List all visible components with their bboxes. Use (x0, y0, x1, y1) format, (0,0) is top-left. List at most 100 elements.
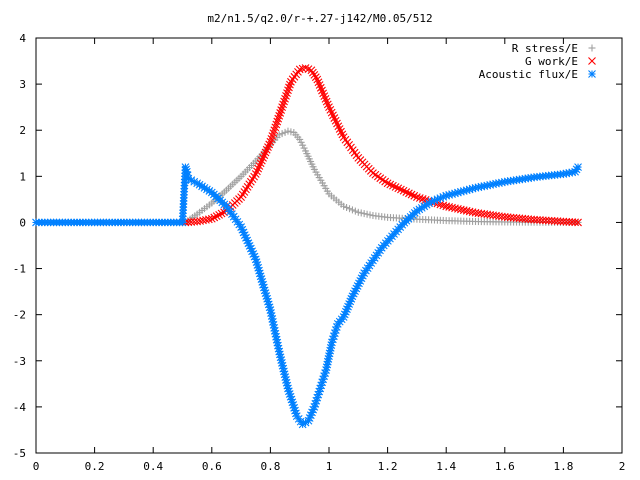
x-tick-label: 0 (33, 460, 40, 473)
chart-title: m2/n1.5/q2.0/r-+.27-j142/M0.05/512 (207, 12, 432, 25)
series-sample-marker (273, 117, 282, 126)
series-sample-marker (204, 215, 213, 224)
y-tick-label: 3 (19, 78, 26, 91)
y-tick-label: 1 (19, 170, 26, 183)
series-sample-marker (439, 201, 448, 210)
series-sample-marker (268, 132, 277, 140)
series-sample-marker (562, 217, 571, 226)
y-tick-label: -2 (13, 309, 26, 322)
x-tick-label: 1.4 (436, 460, 456, 473)
series-sample-marker (454, 204, 462, 213)
series-sample-marker (280, 97, 288, 106)
data-point (275, 131, 283, 139)
series-sample-marker (270, 126, 279, 135)
series-star (32, 163, 582, 429)
series-sample-marker (282, 92, 290, 100)
legend-marker (588, 70, 596, 78)
series-sample-marker (366, 211, 374, 219)
data-point (266, 137, 275, 146)
series-sample-marker (451, 204, 459, 213)
series-sample-marker (418, 195, 427, 203)
series-sample-marker (547, 216, 556, 225)
data-point (413, 193, 421, 201)
series-sample-marker (267, 134, 276, 143)
series-sample-marker (459, 206, 468, 215)
series-sample-marker (348, 206, 356, 214)
x-axis: 0 0.2 0.4 0.6 0.8 1 1.2 1.4 1.6 1.8 2 (33, 38, 625, 473)
series-sample-marker (284, 86, 292, 95)
series-sample-marker (489, 180, 497, 189)
series-sample-marker (536, 216, 544, 224)
series-layer (32, 64, 582, 429)
series-sample-marker (550, 217, 559, 225)
series-sample-marker (269, 129, 278, 137)
x-tick-label: 0.4 (143, 460, 163, 473)
series-sample-marker (287, 128, 295, 136)
y-tick-label: -1 (13, 263, 26, 276)
x-tick-label: 0.8 (260, 460, 280, 473)
series-sample-marker (462, 206, 471, 215)
series-sample-marker (363, 210, 371, 218)
series-sample-marker (217, 209, 226, 218)
legend-marker (588, 44, 596, 52)
series-sample-marker (308, 68, 317, 77)
data-point (278, 103, 287, 112)
data-point (442, 202, 451, 211)
series-sample-marker (310, 70, 319, 79)
series-sample-marker (360, 210, 368, 218)
x-tick-label: 0.6 (202, 460, 222, 473)
series-sample-marker (272, 120, 281, 129)
series-sample-marker (346, 205, 354, 213)
data-point (530, 215, 538, 224)
series-sample-marker (565, 218, 574, 226)
series-sample-marker (456, 205, 465, 214)
series-sample-marker (210, 213, 219, 222)
series-sample-marker (539, 216, 547, 225)
y-tick-label: 0 (19, 216, 26, 229)
y-tick-label: -5 (13, 447, 26, 460)
series-sample-marker (445, 203, 454, 211)
series-sample-marker (448, 203, 456, 212)
series-sample-marker (415, 194, 424, 202)
series-sample-marker (281, 94, 289, 103)
x-tick-label: 1.6 (495, 460, 515, 473)
series-sample-marker (533, 215, 541, 224)
data-point (574, 163, 582, 172)
series-sample-marker (553, 217, 562, 226)
series-sample-marker (271, 123, 280, 132)
series-sample-marker (483, 181, 492, 190)
series-sample-marker (311, 73, 320, 82)
series-sample-marker (544, 216, 553, 225)
series-sample-marker (351, 207, 359, 215)
legend-marker (588, 57, 596, 65)
y-axis: 4 3 2 1 0 -1 -2 -3 -4 -5 (13, 32, 622, 460)
series-sample-marker (568, 218, 577, 226)
series-sample-marker (343, 204, 351, 212)
data-point (340, 202, 348, 210)
series-sample-marker (275, 111, 284, 120)
data-point (574, 218, 582, 227)
data-point (284, 127, 292, 135)
legend-label: G work/E (525, 55, 578, 68)
series-sample-marker (215, 210, 224, 219)
series-sample-marker (278, 130, 286, 138)
x-tick-label: 1 (326, 460, 333, 473)
series-sample-marker (285, 83, 293, 92)
y-tick-label: -3 (13, 355, 26, 368)
x-tick-label: 1.8 (553, 460, 573, 473)
series-sample-marker (276, 109, 285, 117)
series-sample-marker (541, 216, 550, 225)
series-sample-marker (465, 207, 474, 216)
y-tick-label: -4 (13, 401, 27, 414)
series-sample-marker (556, 217, 565, 226)
series-sample-marker (283, 89, 291, 97)
series-sample-marker (277, 106, 286, 114)
series-sample-marker (245, 241, 254, 250)
series-sample-marker (281, 128, 289, 136)
data-point (295, 65, 304, 74)
series-sample-marker (274, 114, 283, 123)
series-sample-marker (436, 200, 445, 209)
data-point (207, 214, 216, 223)
legend-label: Acoustic flux/E (479, 68, 578, 81)
